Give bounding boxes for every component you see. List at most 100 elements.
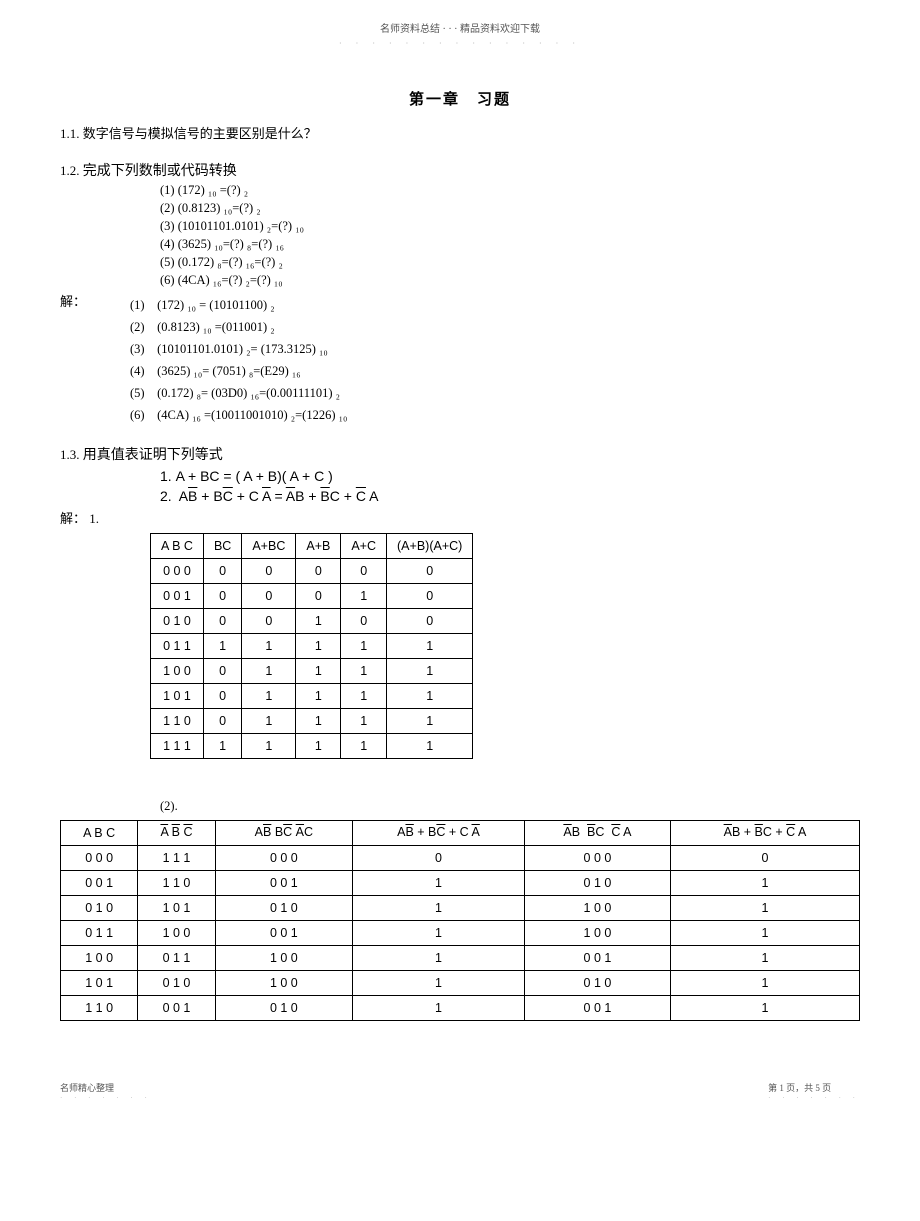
td: 1 (670, 921, 859, 946)
td: 0 0 1 (215, 921, 352, 946)
table-row: 0 1 000100 (151, 609, 473, 634)
truth-table-2: A B C A B C AB BC AC AB + BC + C A AB BC… (60, 820, 860, 1021)
td: 1 (353, 946, 525, 971)
td: 0 1 0 (138, 971, 215, 996)
q13-solve-label: 解： (60, 511, 86, 526)
td: 0 1 0 (151, 609, 204, 634)
th: (A+B)(A+C) (387, 534, 473, 559)
td: 0 (670, 846, 859, 871)
td: 0 (296, 559, 341, 584)
th-expr3: AB BC C A (524, 821, 670, 846)
td: 1 0 1 (151, 684, 204, 709)
td: 1 (242, 684, 296, 709)
q12-item: (4) (3625) ₁₀=(?) ₈=(?) ₁₆ (160, 237, 860, 252)
td: 0 0 0 (61, 846, 138, 871)
q12-num: 1.2. (60, 163, 80, 178)
td: 1 (341, 734, 387, 759)
question-1-2: 1.2. 完成下列数制或代码转换 (1) (172) ₁₀ =(?) ₂ (2)… (60, 160, 860, 426)
td: 0 0 1 (215, 871, 352, 896)
q12-item: (1) (172) ₁₀ =(?) ₂ (160, 183, 860, 198)
td: 0 (203, 684, 241, 709)
td: 1 0 1 (138, 896, 215, 921)
q13-text: 用真值表证明下列等式 (83, 448, 223, 463)
td: 0 0 1 (524, 946, 670, 971)
td: 1 (296, 684, 341, 709)
td: 0 (353, 846, 525, 871)
td: 0 (242, 609, 296, 634)
td: 1 (353, 971, 525, 996)
q12-sol: (4) (3625) ₁₀= (7051) ₈=(E29) ₁₆ (130, 360, 347, 379)
td: 0 1 0 (61, 896, 138, 921)
table-row: 0 0 100010 (151, 584, 473, 609)
td: 1 1 0 (61, 996, 138, 1021)
td: 0 1 1 (61, 921, 138, 946)
th-abc: A B C (61, 821, 138, 846)
table2-label: (2). (60, 799, 860, 814)
q11-text: 数字信号与模拟信号的主要区别是什么？ (83, 126, 317, 141)
chapter-title: 第一章 习题 (60, 88, 860, 109)
q13-eq1: 1. A + BC = ( A + B)( A + C ) (160, 468, 860, 484)
td: 0 (296, 584, 341, 609)
table-row: 1 1 111111 (151, 734, 473, 759)
td: 1 1 0 (151, 709, 204, 734)
question-1-1: 1.1. 数字信号与模拟信号的主要区别是什么？ (60, 123, 860, 142)
td: 0 (203, 659, 241, 684)
q13-eq2: 2. AB + BC + C A = AB + BC + C A (160, 488, 860, 504)
th-expr1: AB BC AC (215, 821, 352, 846)
td: 0 0 0 (215, 846, 352, 871)
td: 0 (387, 584, 473, 609)
td: 1 (387, 659, 473, 684)
td: 1 (242, 634, 296, 659)
th: BC (203, 534, 241, 559)
page-footer: 名师精心整理 · · · · · · · 第 1 页，共 5 页 · · · ·… (60, 1081, 860, 1102)
td: 1 (353, 921, 525, 946)
td: 1 (296, 634, 341, 659)
table-row: 0 0 11 1 00 0 110 1 01 (61, 871, 860, 896)
td: 1 0 0 (524, 921, 670, 946)
question-1-3: 1.3. 用真值表证明下列等式 1. A + BC = ( A + B)( A … (60, 444, 860, 1021)
table-row: 1 0 001111 (151, 659, 473, 684)
truth-table-1: A B C BC A+BC A+B A+C (A+B)(A+C) 0 0 000… (150, 533, 473, 759)
td: 1 (387, 684, 473, 709)
th: A+C (341, 534, 387, 559)
td: 0 (242, 559, 296, 584)
td: 1 0 1 (61, 971, 138, 996)
header-line-1: 名师资料总结 · · · 精品资料欢迎下载 (60, 20, 860, 35)
td: 1 (353, 896, 525, 921)
td: 0 (203, 584, 241, 609)
td: 0 0 0 (524, 846, 670, 871)
td: 0 0 1 (151, 584, 204, 609)
td: 1 (203, 634, 241, 659)
td: 1 (341, 584, 387, 609)
table-row: 0 1 01 0 10 1 011 0 01 (61, 896, 860, 921)
td: 1 0 0 (151, 659, 204, 684)
td: 1 (296, 609, 341, 634)
td: 0 (203, 559, 241, 584)
td: 0 (341, 559, 387, 584)
td: 0 1 0 (524, 871, 670, 896)
table-row: 0 1 11 0 00 0 111 0 01 (61, 921, 860, 946)
header-dots: · · · · · · · · · · · · · · · (60, 39, 860, 48)
th-notabc: A B C (138, 821, 215, 846)
th-expr2: AB + BC + C A (353, 821, 525, 846)
table-row: 1 0 00 1 11 0 010 0 11 (61, 946, 860, 971)
td: 1 (341, 684, 387, 709)
td: 1 0 0 (215, 971, 352, 996)
q13-num: 1.3. (60, 447, 80, 462)
q12-sol: (6) (4CA) ₁₆ =(10011001010) ₂=(1226) ₁₀ (130, 404, 347, 423)
q12-item: (2) (0.8123) ₁₀=(?) ₂ (160, 201, 860, 216)
table-row: 1 1 00 0 10 1 010 0 11 (61, 996, 860, 1021)
td: 1 (242, 709, 296, 734)
td: 1 0 0 (215, 946, 352, 971)
td: 0 1 1 (151, 634, 204, 659)
footer-dots: · · · · · · · (768, 1094, 860, 1102)
td: 1 0 0 (524, 896, 670, 921)
td: 1 (353, 871, 525, 896)
td: 0 (242, 584, 296, 609)
td: 0 1 0 (215, 996, 352, 1021)
td: 1 1 0 (138, 871, 215, 896)
td: 0 0 1 (524, 996, 670, 1021)
table-row: 1 0 101111 (151, 684, 473, 709)
footer-left: 名师精心整理 (60, 1081, 152, 1094)
td: 0 1 0 (524, 971, 670, 996)
